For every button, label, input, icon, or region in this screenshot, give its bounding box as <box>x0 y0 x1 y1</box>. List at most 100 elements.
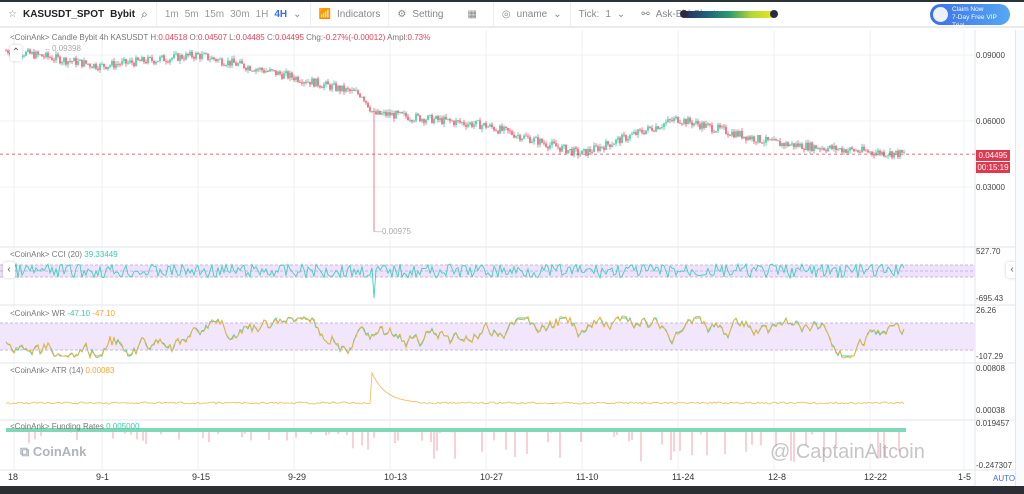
candle-body <box>55 54 57 61</box>
indicators-label: Indicators <box>336 8 381 20</box>
x-tick-label: 12-22 <box>864 472 888 482</box>
candle-body <box>801 143 803 150</box>
candle-body <box>647 126 649 131</box>
candle-body <box>313 78 315 87</box>
window-top-border <box>0 0 1024 2</box>
candle-countdown: 00:15:19 <box>976 162 1010 173</box>
candle-body <box>107 66 109 69</box>
candle-body <box>189 51 191 56</box>
tick-dropdown[interactable]: Tick: 1 ⌄ <box>571 2 634 26</box>
binoculars-icon: ⚯ <box>641 8 650 20</box>
tf-30m[interactable]: 30m <box>230 8 250 20</box>
candle-body <box>687 117 689 125</box>
candle-body <box>153 60 155 64</box>
candle-body <box>453 121 455 126</box>
candle-body <box>651 127 653 131</box>
candle-body <box>839 148 841 150</box>
candle-body <box>581 150 583 155</box>
auto-scale-button[interactable]: AUTO <box>993 474 1016 483</box>
candle-body <box>257 69 259 71</box>
candle-body <box>809 142 811 151</box>
claim-line1: Claim Now <box>952 6 984 13</box>
candle-body <box>815 145 817 149</box>
tf-1h[interactable]: 1H <box>255 8 269 20</box>
candle-body <box>83 60 85 67</box>
tf-1m[interactable]: 1m <box>164 8 179 20</box>
candle-body <box>405 113 407 117</box>
candle-body <box>223 65 225 66</box>
candle-body <box>253 70 255 72</box>
candle-body <box>219 58 221 60</box>
candle-body <box>411 120 413 122</box>
coinank-watermark: ⧉ CoinAnk <box>20 444 86 460</box>
candle-body <box>611 144 613 147</box>
candle-body <box>549 144 551 149</box>
candle-body <box>459 120 461 123</box>
candle-body <box>139 60 141 62</box>
heatmap-color-slider[interactable] <box>680 10 778 18</box>
chevron-down-icon[interactable]: ⌄ <box>293 8 302 20</box>
candle-body <box>75 58 77 65</box>
candle-body <box>895 150 897 153</box>
candle-body <box>81 59 83 67</box>
candle-body <box>329 84 331 90</box>
tick-value: 1 <box>605 8 611 20</box>
candle-body <box>731 131 733 136</box>
candle-body <box>239 60 241 64</box>
candle-body <box>295 76 297 81</box>
candle-body <box>569 148 571 151</box>
chart-canvas[interactable] <box>0 30 1015 486</box>
candle-body <box>45 52 47 58</box>
candle-body <box>457 120 459 122</box>
candle-body <box>635 132 637 135</box>
setting-button[interactable]: ⚙ Setting <box>389 2 451 26</box>
grid-icon: ▦ <box>467 8 477 20</box>
candle-body <box>469 122 471 125</box>
candle-body <box>827 148 829 152</box>
collapse-left-button[interactable]: ‹ <box>3 262 15 278</box>
wr-max: 26.26 <box>976 306 997 315</box>
candle-body <box>855 150 857 152</box>
candle-body <box>553 141 555 144</box>
candle-body <box>375 111 377 115</box>
tf-15m[interactable]: 15m <box>204 8 225 20</box>
candle-body <box>713 131 715 133</box>
chart-icon: 📶 <box>318 8 331 20</box>
candle-body <box>63 57 65 63</box>
tf-4h[interactable]: 4H <box>274 8 288 20</box>
candle-body <box>683 119 685 124</box>
search-icon[interactable]: ⌕ <box>141 6 148 21</box>
candle-body <box>589 149 591 153</box>
symbol-selector[interactable]: ☆ KASUSDT_SPOT Bybit ⌕ <box>0 2 157 26</box>
candle-body <box>587 149 589 156</box>
candle-body <box>603 147 605 150</box>
uname-dropdown[interactable]: ◎ uname ⌄ <box>494 2 571 26</box>
chevron-down-icon: ⌄ <box>553 8 562 20</box>
candle-body <box>39 54 41 56</box>
candle-body <box>711 124 713 132</box>
claim-vip-button[interactable]: Claim Now 7-Day Free VIP Trial <box>930 4 1010 29</box>
candle-body <box>243 63 245 69</box>
candle-body <box>539 138 541 145</box>
layout-button[interactable]: ▦ <box>451 2 494 26</box>
candle-body <box>673 118 675 121</box>
candle-body <box>509 130 511 132</box>
candle-body <box>89 64 91 67</box>
candle-body <box>133 62 135 67</box>
tf-5m[interactable]: 5m <box>184 8 199 20</box>
candle-body <box>557 146 559 148</box>
collapse-legend-button[interactable]: ⌃ <box>10 45 22 61</box>
candle-body <box>709 123 711 125</box>
indicators-button[interactable]: 📶 Indicators <box>311 2 390 26</box>
candle-body <box>289 72 291 79</box>
star-icon[interactable]: ☆ <box>8 8 17 20</box>
candle-body <box>799 143 801 147</box>
candle-body <box>487 126 489 128</box>
candle-body <box>667 119 669 123</box>
candle-body <box>547 146 549 149</box>
candle-body <box>489 124 491 127</box>
legend-high: 0.04518 <box>158 33 188 42</box>
candle-body <box>79 59 81 61</box>
candle-body <box>41 54 43 57</box>
candle-body <box>249 66 251 71</box>
